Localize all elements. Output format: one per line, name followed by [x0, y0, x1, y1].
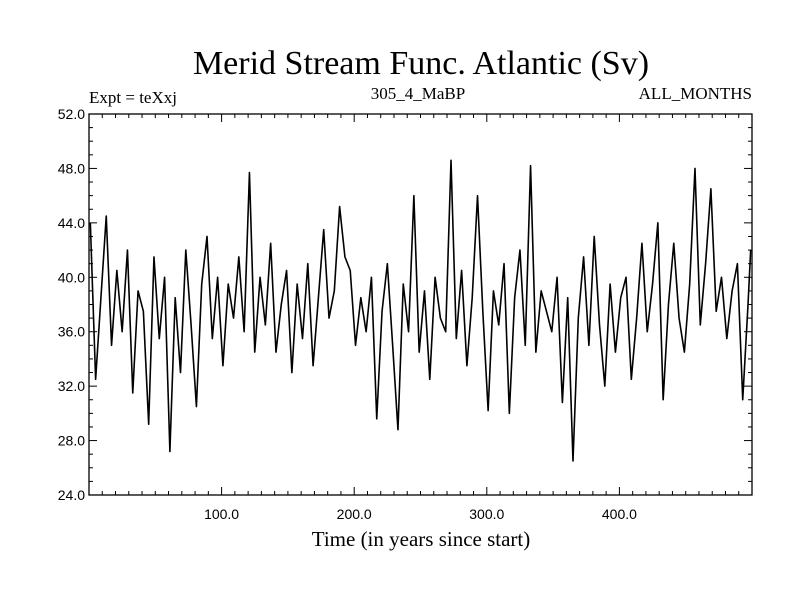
plot-frame [88, 113, 753, 496]
y-tick-label: 40.0 [58, 269, 85, 285]
chart-title: Merid Stream Func. Atlantic (Sv) [193, 45, 649, 82]
y-axis-ticks: 24.0 28.0 32.0 36.0 40.0 44.0 48.0 52.0 [58, 106, 752, 503]
y-tick-label: 28.0 [58, 433, 85, 449]
chart-subtitle-run: 305_4_MaBP [371, 84, 465, 103]
series-line [89, 159, 752, 462]
x-tick-label: 300.0 [469, 506, 504, 522]
x-axis-label: Time (in years since start) [312, 527, 531, 551]
chart-subtitle-months: ALL_MONTHS [639, 84, 752, 103]
y-tick-label: 52.0 [58, 106, 85, 122]
x-tick-label: 400.0 [602, 506, 637, 522]
y-tick-label: 44.0 [58, 215, 85, 231]
x-tick-label: 200.0 [337, 506, 372, 522]
x-axis-ticks: 100.0 200.0 300.0 400.0 [101, 114, 740, 522]
y-tick-label: 32.0 [58, 378, 85, 394]
y-tick-label: 24.0 [58, 487, 85, 503]
y-tick-label: 48.0 [58, 160, 85, 176]
y-tick-label: 36.0 [58, 324, 85, 340]
chart-subtitle-expt: Expt = teXxj [89, 88, 177, 107]
x-tick-label: 100.0 [204, 506, 239, 522]
